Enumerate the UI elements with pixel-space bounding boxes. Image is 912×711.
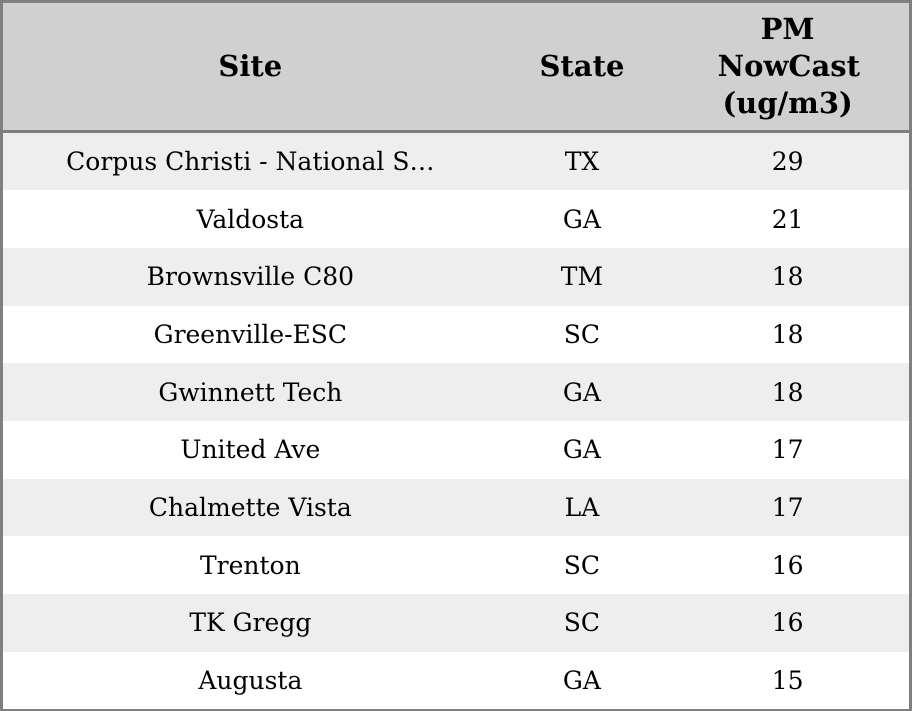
state-cell: SC <box>497 536 667 594</box>
table-row: Chalmette Vista LA 17 <box>3 478 909 537</box>
site-cell: Greenville-ESC <box>3 305 498 364</box>
pm-value-cell: 21 <box>666 190 909 248</box>
pm-value-cell: 18 <box>666 305 909 364</box>
column-header-pm-nowcast: PM NowCast (ug/m3) <box>666 3 909 133</box>
pm-value-cell: 16 <box>666 594 909 652</box>
column-header-pm-nowcast-label: PM NowCast (ug/m3) <box>717 11 861 120</box>
pm-value-cell: 17 <box>666 420 909 479</box>
table-row: TK Gregg SC 16 <box>3 594 909 652</box>
state-cell: GA <box>497 651 667 710</box>
site-cell: Valdosta <box>3 190 498 248</box>
state-cell: LA <box>497 478 667 537</box>
state-cell: GA <box>497 363 667 421</box>
column-header-site: Site <box>3 3 498 133</box>
table-row: Trenton SC 16 <box>3 536 909 594</box>
column-header-state-label: State <box>539 48 625 83</box>
site-cell: Trenton <box>3 536 498 594</box>
table-row: Augusta GA 15 <box>3 651 909 710</box>
state-cell: SC <box>497 594 667 652</box>
site-cell: Augusta <box>3 651 498 710</box>
pm-value-cell: 16 <box>666 536 909 594</box>
table-row: United Ave GA 17 <box>3 420 909 479</box>
pm-value-cell: 29 <box>666 131 909 191</box>
site-cell: Brownsville C80 <box>3 247 498 306</box>
table-body: Corpus Christi - National S… TX 29 Valdo… <box>3 131 909 710</box>
table-header: Site State PM NowCast (ug/m3) <box>3 3 909 133</box>
pm-value-cell: 18 <box>666 247 909 306</box>
site-cell: Gwinnett Tech <box>3 363 498 421</box>
site-cell: Chalmette Vista <box>3 478 498 537</box>
data-table: Site State PM NowCast (ug/m3) Corpus Chr… <box>3 3 909 710</box>
site-cell: United Ave <box>3 420 498 479</box>
pm-value-cell: 18 <box>666 363 909 421</box>
state-cell: SC <box>497 305 667 364</box>
table-row: Corpus Christi - National S… TX 29 <box>3 131 909 191</box>
state-cell: GA <box>497 190 667 248</box>
header-row: Site State PM NowCast (ug/m3) <box>3 3 909 133</box>
table-row: Greenville-ESC SC 18 <box>3 305 909 364</box>
state-cell: TM <box>497 247 667 306</box>
pm-value-cell: 17 <box>666 478 909 537</box>
table-row: Brownsville C80 TM 18 <box>3 247 909 306</box>
column-header-state: State <box>497 3 667 133</box>
column-header-site-label: Site <box>218 48 283 83</box>
state-cell: GA <box>497 420 667 479</box>
site-cell: TK Gregg <box>3 594 498 652</box>
site-cell: Corpus Christi - National S… <box>3 131 498 191</box>
state-cell: TX <box>497 131 667 191</box>
pm-value-cell: 15 <box>666 651 909 710</box>
table-row: Valdosta GA 21 <box>3 190 909 248</box>
table-row: Gwinnett Tech GA 18 <box>3 363 909 421</box>
